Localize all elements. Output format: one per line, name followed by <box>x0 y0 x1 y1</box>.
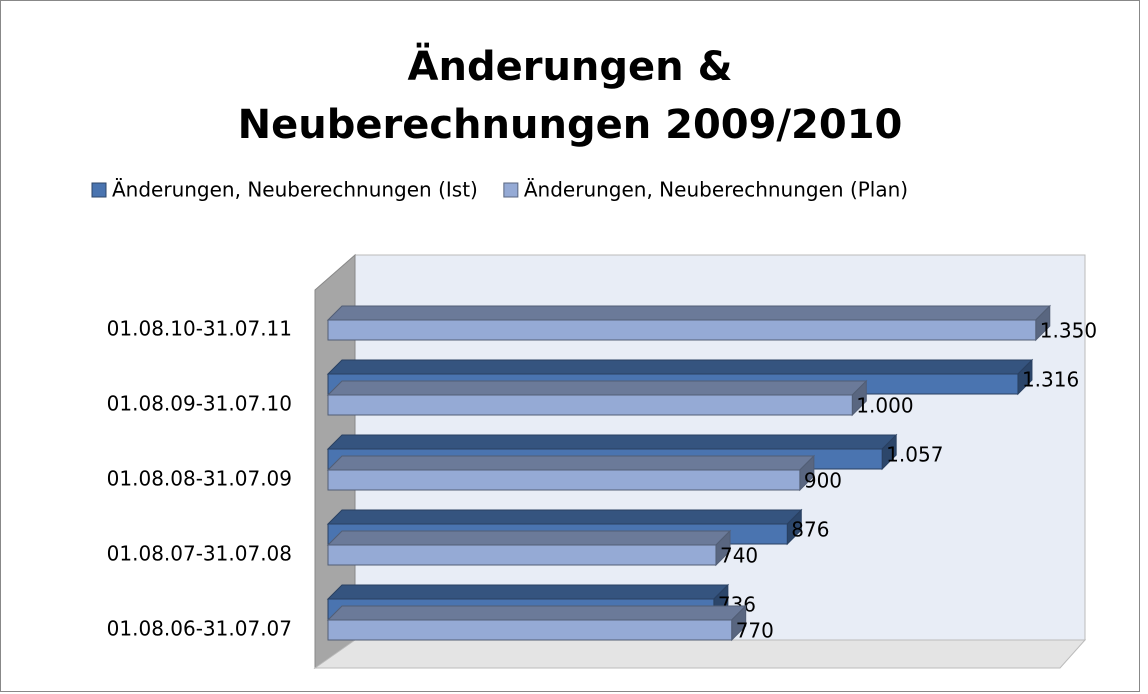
data-label: 1.057 <box>886 443 943 467</box>
bar-top <box>326 509 803 525</box>
data-label: 1.350 <box>1040 319 1097 343</box>
data-label: 1.000 <box>856 394 913 418</box>
legend-swatch <box>91 182 107 198</box>
bar <box>327 469 801 491</box>
data-label: 1.316 <box>1022 368 1079 392</box>
bar-top <box>326 434 898 450</box>
bar <box>327 319 1037 341</box>
bar <box>327 619 733 641</box>
legend-label: Änderungen, Neuberechnungen (Ist) <box>112 178 478 202</box>
floor <box>313 639 1087 669</box>
chart-title: Änderungen & Neuberechnungen 2009/2010 <box>237 44 903 148</box>
y-tick-label: 01.08.10-31.07.11 <box>107 317 292 341</box>
bar-top <box>326 605 747 621</box>
data-label: 770 <box>736 619 774 643</box>
bar <box>327 394 853 416</box>
y-tick-label: 01.08.07-31.07.08 <box>107 542 292 566</box>
legend-swatch <box>503 182 519 198</box>
bar-top <box>326 455 816 471</box>
bar-top <box>326 359 1034 375</box>
bar-top <box>326 305 1051 321</box>
y-tick-label: 01.08.09-31.07.10 <box>107 392 292 416</box>
bar <box>327 544 717 566</box>
data-label: 876 <box>791 518 829 542</box>
y-tick-label: 01.08.08-31.07.09 <box>107 467 292 491</box>
bar-top <box>326 380 868 396</box>
bar-top <box>326 530 732 546</box>
data-label: 740 <box>720 544 758 568</box>
y-tick-label: 01.08.06-31.07.07 <box>107 617 292 641</box>
legend-label: Änderungen, Neuberechnungen (Plan) <box>524 178 908 202</box>
bar-top <box>326 584 730 600</box>
data-label: 900 <box>804 469 842 493</box>
